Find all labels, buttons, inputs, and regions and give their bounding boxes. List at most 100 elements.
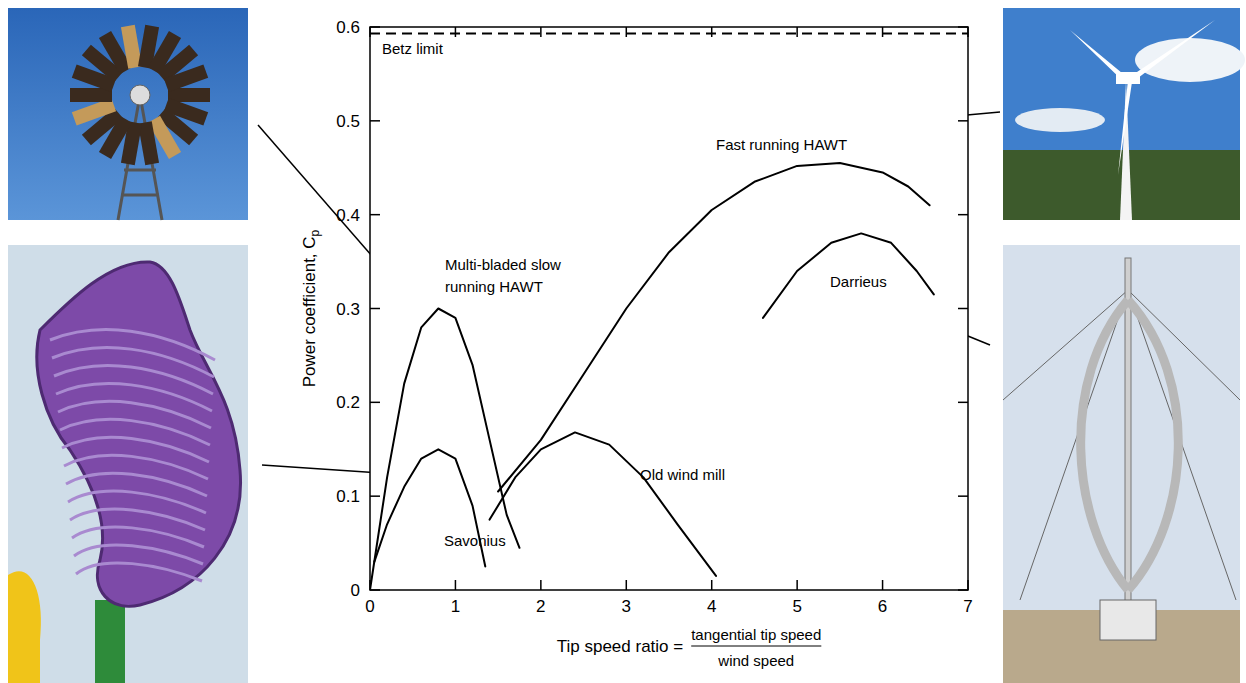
rotor-rib bbox=[76, 563, 202, 581]
y-tick-label: 0.6 bbox=[336, 18, 360, 37]
x-tick bbox=[882, 580, 884, 590]
blade bbox=[72, 98, 116, 126]
x-tick bbox=[711, 580, 713, 590]
x-tick-top bbox=[711, 27, 713, 37]
series-line bbox=[763, 233, 934, 318]
y-tick-label: 0.2 bbox=[336, 393, 360, 412]
y-tick-right bbox=[958, 120, 968, 122]
purple-rotor bbox=[37, 262, 241, 606]
y-tick bbox=[370, 308, 380, 310]
x-axis-title-numerator: tangential tip speed bbox=[691, 626, 821, 643]
x-tick-top bbox=[796, 27, 798, 37]
blade bbox=[164, 64, 208, 92]
series-line bbox=[370, 309, 520, 591]
y-tick-label: 0 bbox=[351, 581, 360, 600]
photo-hawt bbox=[1003, 8, 1245, 220]
photo-darrieus bbox=[1003, 245, 1240, 683]
cloud bbox=[1015, 108, 1105, 132]
series-label-line: Fast running HAWT bbox=[716, 136, 847, 153]
y-axis-title-main: Power coefficient, C bbox=[300, 236, 319, 387]
photo-bg bbox=[1003, 245, 1240, 683]
x-tick bbox=[540, 580, 542, 590]
blade bbox=[168, 88, 210, 102]
x-tick bbox=[967, 580, 969, 590]
series-group bbox=[370, 34, 968, 590]
series-line bbox=[498, 163, 929, 491]
series-label-line: Old wind mill bbox=[640, 466, 725, 483]
x-axis-title-denominator: wind speed bbox=[717, 652, 794, 669]
x-tick-label: 3 bbox=[622, 597, 631, 616]
y-tick bbox=[370, 120, 380, 122]
chart-root: 0 1 2 3 4 5 6 7 0 0.1 0.2 0.3 0.4 0.5 0.6 Power coeffic… bbox=[0, 0, 1246, 683]
x-tick-label: 4 bbox=[707, 597, 716, 616]
photo-bg bbox=[8, 8, 248, 220]
rotor-rib bbox=[74, 545, 203, 564]
y-tick-right bbox=[958, 214, 968, 216]
base bbox=[1100, 600, 1156, 640]
rotor-rib bbox=[72, 527, 204, 547]
guy-wires bbox=[1003, 290, 1240, 600]
series-label: Betz limit bbox=[382, 40, 444, 57]
rotor-rib bbox=[54, 366, 213, 394]
rotor-rib bbox=[56, 383, 212, 411]
y-tick bbox=[370, 495, 380, 497]
x-tick-label: 6 bbox=[878, 597, 887, 616]
nacelle bbox=[1116, 72, 1140, 84]
x-tick-label: 7 bbox=[963, 597, 972, 616]
rotor-rib bbox=[52, 348, 214, 377]
y-tick-right bbox=[958, 26, 968, 28]
y-tick-right bbox=[958, 308, 968, 310]
x-axis-title: Tip speed ratio = bbox=[557, 637, 684, 656]
hub bbox=[130, 85, 150, 105]
x-tick bbox=[455, 580, 457, 590]
series-label: Old wind mill bbox=[640, 466, 725, 483]
series-label-line: Betz limit bbox=[382, 40, 444, 57]
yellow-rotor bbox=[8, 571, 41, 683]
y-tick bbox=[370, 402, 380, 404]
x-tick-top bbox=[967, 27, 969, 37]
y-tick bbox=[370, 214, 380, 216]
photo-bg bbox=[8, 245, 248, 683]
y-axis-title: Power coefficient, Cp bbox=[300, 229, 322, 387]
rotor-rib bbox=[70, 509, 205, 530]
series-label-line: Savonius bbox=[444, 532, 506, 549]
fraction-bar bbox=[691, 646, 821, 647]
cloud bbox=[1135, 38, 1245, 82]
x-tick-label: 2 bbox=[536, 597, 545, 616]
tower bbox=[118, 95, 162, 220]
x-tick-label: 0 bbox=[365, 597, 374, 616]
photo-savonius bbox=[8, 245, 248, 683]
series-label: Fast running HAWT bbox=[716, 136, 847, 153]
series-label: Multi-bladed slow running HAWT bbox=[445, 256, 561, 295]
y-tick-label: 0.5 bbox=[336, 112, 360, 131]
x-tick-top bbox=[369, 27, 371, 37]
plot-frame bbox=[370, 27, 968, 590]
series-label: Darrieus bbox=[830, 273, 887, 290]
photo-multiblade bbox=[8, 8, 248, 220]
x-tick-label: 5 bbox=[792, 597, 801, 616]
y-tick-label: 0.3 bbox=[336, 300, 360, 319]
series-label-line: running HAWT bbox=[445, 278, 543, 295]
y-tick-label: 0.4 bbox=[336, 206, 360, 225]
blade bbox=[70, 88, 112, 102]
blades bbox=[1081, 300, 1179, 590]
pole bbox=[95, 600, 125, 683]
x-tick-top bbox=[455, 27, 457, 37]
y-tick-right bbox=[958, 495, 968, 497]
rotor-rib bbox=[50, 330, 215, 360]
blades bbox=[1070, 20, 1215, 175]
y-tick bbox=[370, 589, 380, 591]
series-label-line: Multi-bladed slow bbox=[445, 256, 561, 273]
x-tick-top bbox=[540, 27, 542, 37]
series-label-line: Darrieus bbox=[830, 273, 887, 290]
series-label: Savonius bbox=[444, 532, 506, 549]
mast bbox=[1125, 258, 1131, 630]
series-line bbox=[490, 432, 716, 576]
x-tick bbox=[626, 580, 628, 590]
y-tick-right bbox=[958, 589, 968, 591]
x-tick bbox=[796, 580, 798, 590]
x-tick-label: 1 bbox=[451, 597, 460, 616]
y-tick-label: 0.1 bbox=[336, 487, 360, 506]
series-line bbox=[370, 33, 968, 35]
x-tick-top bbox=[882, 27, 884, 37]
